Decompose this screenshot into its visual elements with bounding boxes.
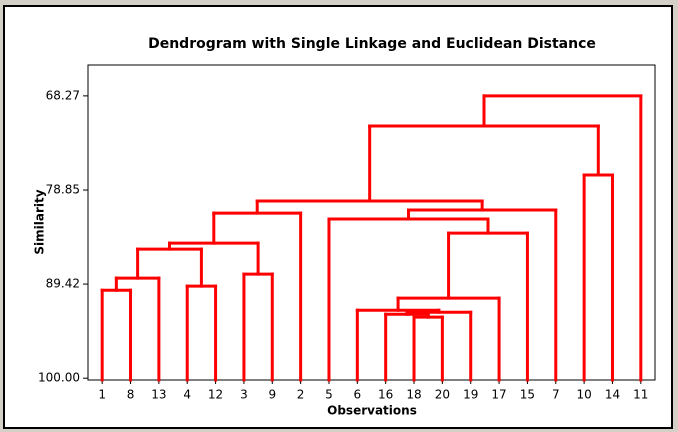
x-tick-label: 10 [576,388,591,402]
x-tick-label: 20 [435,388,450,402]
plot-frame [87,64,656,381]
x-tick-label: 6 [354,388,362,402]
x-tick-label: 18 [406,388,421,402]
chart-title: Dendrogram with Single Linkage and Eucli… [148,36,596,52]
y-tick-label: 78.85 [46,183,80,197]
x-tick-label: 11 [633,388,648,402]
x-tick-label: 19 [463,388,478,402]
y-tick-label: 89.42 [46,277,80,291]
x-tick-label: 16 [378,388,393,402]
x-tick-label: 5 [325,388,333,402]
x-tick-label: 3 [240,388,248,402]
x-tick-label: 9 [268,388,276,402]
y-tick-label: 68.27 [46,88,80,102]
x-axis-title: Observations [327,404,417,418]
y-tick-label: 100.00 [38,371,80,385]
x-tick-label: 12 [208,388,223,402]
x-tick-label: 2 [297,388,305,402]
x-tick-label: 17 [491,388,506,402]
x-tick-label: 1 [98,388,106,402]
x-tick-label: 8 [127,388,135,402]
x-tick-label: 4 [183,388,191,402]
x-tick-label: 14 [605,388,620,402]
x-tick-label: 13 [151,388,166,402]
x-tick-label: 15 [520,388,535,402]
y-axis-title: Similarity [33,189,47,254]
x-tick-label: 7 [552,388,560,402]
